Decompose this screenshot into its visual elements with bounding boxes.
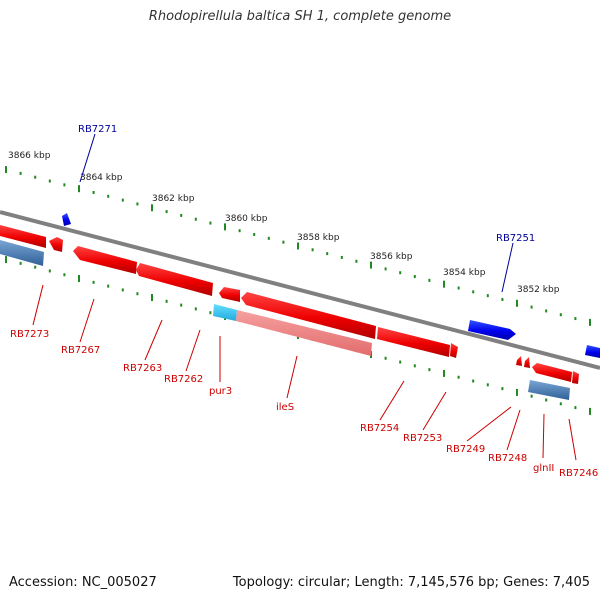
gene-label-rb7267[interactable]: RB7267 bbox=[61, 345, 100, 356]
genome-backbone bbox=[0, 210, 600, 370]
gene-arrow[interactable] bbox=[241, 292, 376, 339]
outer-tick-track bbox=[5, 166, 591, 326]
gene-label-rb7262[interactable]: RB7262 bbox=[164, 374, 203, 385]
leader-line bbox=[144, 319, 163, 361]
kbp-label: 3856 kbp bbox=[370, 252, 413, 262]
gene-arrow[interactable] bbox=[219, 287, 240, 302]
gene-arrow[interactable] bbox=[136, 263, 213, 296]
kbp-label: 3858 kbp bbox=[297, 233, 340, 243]
feature-steel-left[interactable] bbox=[0, 240, 44, 266]
kbp-label: 3862 kbp bbox=[152, 194, 195, 204]
kbp-label: 3864 kbp bbox=[80, 173, 123, 183]
kbp-label: 3866 kbp bbox=[8, 151, 51, 161]
gene-arrow[interactable] bbox=[532, 363, 572, 382]
leader-line bbox=[506, 409, 521, 451]
kbp-scale-labels: 3866 kbp 3864 kbp 3862 kbp 3860 kbp 3858… bbox=[8, 151, 560, 295]
gene-label-rb7254[interactable]: RB7254 bbox=[360, 423, 399, 434]
gene-arrow[interactable] bbox=[73, 246, 137, 274]
reverse-strand-genes bbox=[0, 225, 579, 384]
gene-label-glnii[interactable]: glnII bbox=[533, 463, 554, 474]
gene-label-rb7249[interactable]: RB7249 bbox=[446, 444, 485, 455]
leader-line bbox=[32, 284, 44, 326]
leader-line bbox=[542, 413, 545, 459]
gene-label-pur3[interactable]: pur3 bbox=[209, 386, 232, 397]
leader-line bbox=[422, 391, 447, 431]
leader-line bbox=[466, 406, 512, 442]
gene-arrow[interactable] bbox=[0, 225, 46, 248]
leader-line bbox=[568, 418, 577, 461]
gene-edge-blue-arrow[interactable] bbox=[585, 345, 600, 358]
gene-label-rb7263[interactable]: RB7263 bbox=[123, 363, 162, 374]
gene-arrow[interactable] bbox=[524, 357, 530, 368]
gene-label-rb7253[interactable]: RB7253 bbox=[403, 433, 442, 444]
gene-label-rb7248[interactable]: RB7248 bbox=[488, 453, 527, 464]
kbp-label: 3860 kbp bbox=[225, 214, 268, 224]
gene-arrow[interactable] bbox=[377, 327, 450, 357]
gene-label-rb7251[interactable]: RB7251 bbox=[496, 233, 535, 244]
gene-rb7271-arrow[interactable] bbox=[62, 213, 71, 226]
leader-line bbox=[79, 298, 95, 343]
gene-label-rb7271[interactable]: RB7271 bbox=[78, 124, 117, 135]
feature-pur3-cyan[interactable] bbox=[213, 304, 237, 321]
gene-arrow[interactable] bbox=[516, 356, 522, 366]
gene-label-rb7246[interactable]: RB7246 bbox=[559, 468, 598, 479]
kbp-label: 3854 kbp bbox=[443, 268, 486, 278]
gene-arrow[interactable] bbox=[572, 371, 579, 384]
leader-line bbox=[379, 380, 405, 421]
gene-rb7251-arrow[interactable] bbox=[468, 320, 516, 340]
genome-title: Rhodopirellula baltica SH 1, complete ge… bbox=[148, 9, 452, 24]
gene-arrow[interactable] bbox=[49, 237, 63, 252]
gene-arrow[interactable] bbox=[450, 343, 458, 358]
accession-text: Accession: NC_005027 bbox=[9, 575, 157, 590]
leader-line bbox=[501, 242, 514, 293]
feature-steel-right[interactable] bbox=[528, 380, 570, 400]
topology-text: Topology: circular; Length: 7,145,576 bp… bbox=[232, 575, 590, 590]
kbp-label: 3852 kbp bbox=[517, 285, 560, 295]
feature-ileS-pink[interactable] bbox=[236, 310, 372, 356]
leader-line bbox=[286, 355, 298, 399]
label-leaders bbox=[32, 133, 577, 461]
gene-label-rb7273[interactable]: RB7273 bbox=[10, 329, 49, 340]
leader-line bbox=[79, 133, 96, 183]
gene-label-iles[interactable]: ileS bbox=[276, 402, 294, 413]
leader-line bbox=[185, 329, 201, 372]
